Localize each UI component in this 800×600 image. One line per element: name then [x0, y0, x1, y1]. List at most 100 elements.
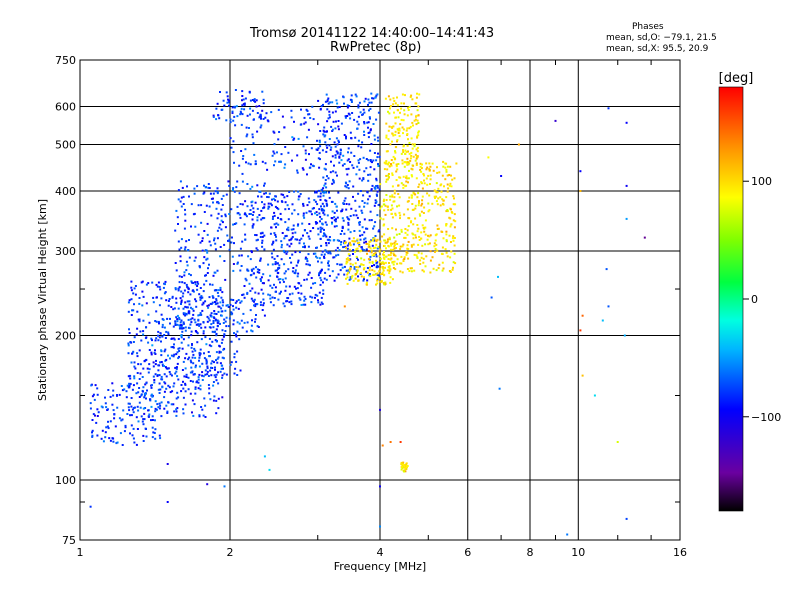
data-point [184, 305, 187, 308]
data-point [318, 291, 321, 294]
data-point [90, 384, 93, 387]
data-point [391, 172, 394, 175]
data-point [311, 164, 314, 167]
data-point [263, 192, 266, 195]
data-point [190, 330, 193, 333]
data-point [346, 276, 349, 279]
data-point [451, 268, 454, 271]
data-point [175, 297, 178, 300]
data-point [400, 228, 403, 231]
data-point [358, 241, 361, 244]
data-point [275, 195, 277, 198]
data-point [324, 249, 327, 252]
data-point [375, 266, 378, 269]
data-point [408, 127, 411, 130]
data-point [154, 349, 156, 352]
data-point [391, 185, 394, 188]
data-point [445, 224, 448, 227]
data-point [222, 194, 225, 197]
data-point [346, 173, 349, 176]
data-point [445, 170, 448, 173]
data-point [277, 108, 280, 111]
data-point [258, 214, 261, 216]
data-point [150, 337, 153, 340]
data-point [207, 351, 210, 353]
data-point [303, 299, 306, 302]
data-point [137, 409, 140, 412]
data-point [391, 195, 394, 198]
data-point [121, 389, 124, 392]
data-point [130, 298, 133, 301]
data-point [422, 261, 425, 264]
data-point [393, 192, 396, 195]
data-point [109, 439, 112, 442]
data-point [276, 275, 278, 278]
data-point [322, 281, 324, 284]
data-point [345, 258, 348, 260]
data-point [354, 209, 357, 212]
data-point [193, 192, 196, 195]
data-point [441, 269, 444, 272]
data-point [211, 360, 214, 363]
data-point [121, 444, 124, 446]
data-point [214, 248, 217, 251]
data-point [385, 194, 388, 196]
data-point [230, 340, 233, 343]
data-point [161, 323, 164, 326]
data-point [339, 151, 342, 154]
data-point [113, 413, 116, 416]
data-point [150, 393, 153, 396]
data-point [401, 245, 404, 248]
data-point [400, 118, 403, 121]
grid-lines [80, 60, 680, 540]
data-point [303, 246, 306, 249]
data-point [324, 191, 327, 194]
data-point [263, 282, 265, 285]
data-point [333, 211, 336, 214]
data-point [304, 257, 307, 260]
data-point [377, 111, 380, 114]
data-point [367, 132, 370, 134]
data-point [177, 378, 180, 381]
data-point [290, 261, 293, 264]
data-point [255, 234, 258, 237]
data-point [319, 195, 322, 198]
data-point [345, 186, 348, 189]
data-point [233, 106, 236, 109]
data-point [360, 275, 363, 278]
data-point [200, 338, 203, 341]
x-tick-label: 6 [464, 546, 471, 559]
data-point [207, 384, 210, 386]
data-point [174, 366, 177, 369]
data-point [399, 245, 402, 248]
data-point [221, 329, 224, 332]
data-point [307, 273, 310, 276]
data-point [367, 179, 370, 182]
data-point [297, 190, 300, 193]
data-point [383, 244, 386, 247]
data-point [206, 365, 209, 368]
data-point [183, 282, 186, 285]
data-point [422, 212, 425, 214]
data-point [317, 147, 320, 150]
data-point [207, 186, 210, 189]
data-point [328, 116, 331, 119]
data-point [279, 281, 281, 284]
y-tick-label: 400 [55, 185, 76, 198]
data-point [384, 261, 387, 264]
data-point [246, 114, 249, 117]
data-point [303, 216, 306, 219]
data-point [239, 203, 242, 205]
data-point [267, 205, 270, 208]
data-point [377, 152, 379, 155]
data-point [352, 237, 355, 240]
data-point [337, 191, 340, 194]
data-point [269, 284, 272, 287]
data-point [427, 174, 430, 177]
data-point [158, 322, 160, 325]
data-point [340, 210, 343, 213]
data-point [210, 366, 212, 369]
data-point [253, 298, 256, 301]
data-point [235, 335, 238, 338]
data-point [161, 378, 164, 381]
